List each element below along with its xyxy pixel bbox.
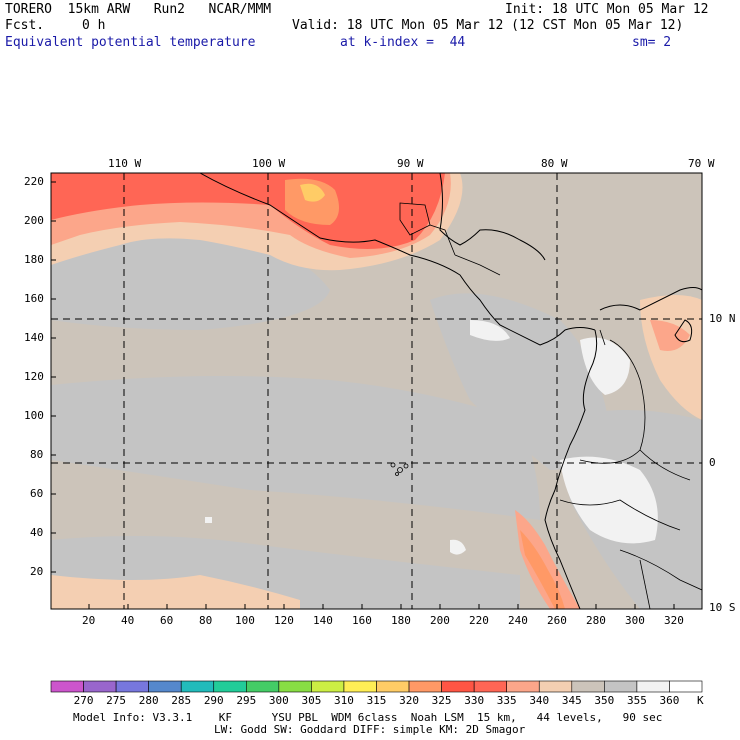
y-tick: 200 [24, 214, 44, 227]
y-tick: 80 [30, 448, 44, 461]
colorbar-label: 340 [529, 694, 550, 707]
colorbar-swatch [148, 680, 182, 693]
x-tick: 60 [160, 614, 174, 627]
x-tick: 320 [664, 614, 684, 627]
y-tick: 20 [30, 565, 44, 578]
model-info: Model Info: V3.3.1 KF YSU PBL WDM 6class… [73, 711, 663, 724]
colorbar-unit: K [697, 694, 704, 707]
colorbar [50, 680, 703, 693]
colorbar-swatch [538, 680, 573, 693]
colorbar-label: 285 [171, 694, 192, 707]
shaded-field [51, 173, 702, 609]
x-tick: 20 [82, 614, 96, 627]
physics-info: LW: Godd SW: Goddard DIFF: simple KM: 2D… [214, 723, 526, 736]
colorbar-swatch [506, 680, 540, 693]
longitude-label: 100 W [252, 157, 286, 170]
colorbar-swatch [376, 680, 410, 693]
colorbar-label: 295 [236, 694, 257, 707]
y-tick: 180 [24, 253, 44, 266]
colorbar-label: 325 [431, 694, 452, 707]
galapagos-islands [390, 462, 409, 476]
y-tick: 40 [30, 526, 44, 539]
colorbar-label: 275 [106, 694, 127, 707]
colorbar-label: 310 [334, 694, 354, 707]
colorbar-swatch [408, 680, 442, 693]
x-tick: 140 [313, 614, 333, 627]
colorbar-swatch [213, 680, 247, 693]
colorbar-swatch [180, 680, 215, 693]
colorbar-swatch [604, 680, 638, 693]
colorbar-swatch [669, 680, 703, 693]
y-tick: 160 [24, 292, 44, 305]
colorbar-swatch [636, 680, 670, 693]
field-name: Equivalent potential temperature [5, 35, 256, 50]
x-tick: 80 [199, 614, 213, 627]
colorbar-swatch [473, 680, 507, 693]
longitude-label: 80 W [541, 157, 568, 170]
colorbar-label: 335 [496, 694, 517, 707]
longitude-label: 110 W [108, 157, 142, 170]
x-tick: 200 [430, 614, 450, 627]
latitude-label: 10 S [709, 601, 736, 614]
x-tick: 180 [391, 614, 411, 627]
y-tick: 140 [24, 331, 44, 344]
x-tick: 280 [586, 614, 606, 627]
valid-time: Valid: 18 UTC Mon 05 Mar 12 (12 CST Mon … [292, 18, 684, 33]
colorbar-swatch [441, 680, 475, 693]
x-tick: 160 [352, 614, 372, 627]
colorbar-swatch [246, 680, 280, 693]
colorbar-label: 345 [561, 694, 582, 707]
y-tick: 120 [24, 370, 44, 383]
axis-ticks [51, 181, 675, 609]
y-tick: 100 [24, 409, 44, 422]
colorbar-label: 290 [203, 694, 224, 707]
init-time: Init: 18 UTC Mon 05 Mar 12 [505, 2, 709, 17]
x-tick: 240 [508, 614, 528, 627]
longitude-label: 90 W [397, 157, 424, 170]
x-tick: 40 [121, 614, 135, 627]
latitude-label: 0 [709, 456, 716, 469]
graticule [51, 173, 702, 609]
colorbar-swatch [311, 680, 345, 693]
k-index: at k-index = 44 [340, 35, 466, 50]
x-tick: 260 [547, 614, 567, 627]
y-tick: 220 [24, 175, 44, 188]
colorbar-swatch [343, 680, 377, 693]
forecast-value: 0 h [82, 18, 106, 33]
colorbar-label: 330 [464, 694, 485, 707]
x-tick: 300 [625, 614, 645, 627]
colorbar-label: 280 [138, 694, 159, 707]
colorbar-label: 320 [399, 694, 419, 707]
colorbar-label: 305 [301, 694, 322, 707]
smoothing: sm= 2 [632, 35, 672, 50]
model-title: TORERO 15km ARW Run2 NCAR/MMM [5, 2, 272, 17]
x-tick: 120 [274, 614, 294, 627]
latitude-label: 10 N [709, 312, 736, 325]
colorbar-swatch [278, 680, 312, 693]
colorbar-label: 350 [594, 694, 615, 707]
colorbar-label: 300 [268, 694, 289, 707]
forecast-label: Fcst. [5, 18, 45, 33]
plot-frame [50, 172, 703, 610]
borders [399, 202, 702, 609]
colorbar-swatch [571, 680, 605, 693]
colorbar-label: 270 [73, 694, 94, 707]
coastlines [199, 173, 702, 609]
colorbar-swatch [115, 680, 149, 693]
colorbar-label: 355 [626, 694, 647, 707]
colorbar-swatch [83, 680, 117, 693]
colorbar-label: 315 [366, 694, 387, 707]
colorbar-label: 360 [659, 694, 680, 707]
colorbar-swatch [50, 680, 84, 693]
longitude-label: 70 W [688, 157, 715, 170]
y-tick: 60 [30, 487, 44, 500]
x-tick: 220 [469, 614, 489, 627]
x-tick: 100 [235, 614, 255, 627]
